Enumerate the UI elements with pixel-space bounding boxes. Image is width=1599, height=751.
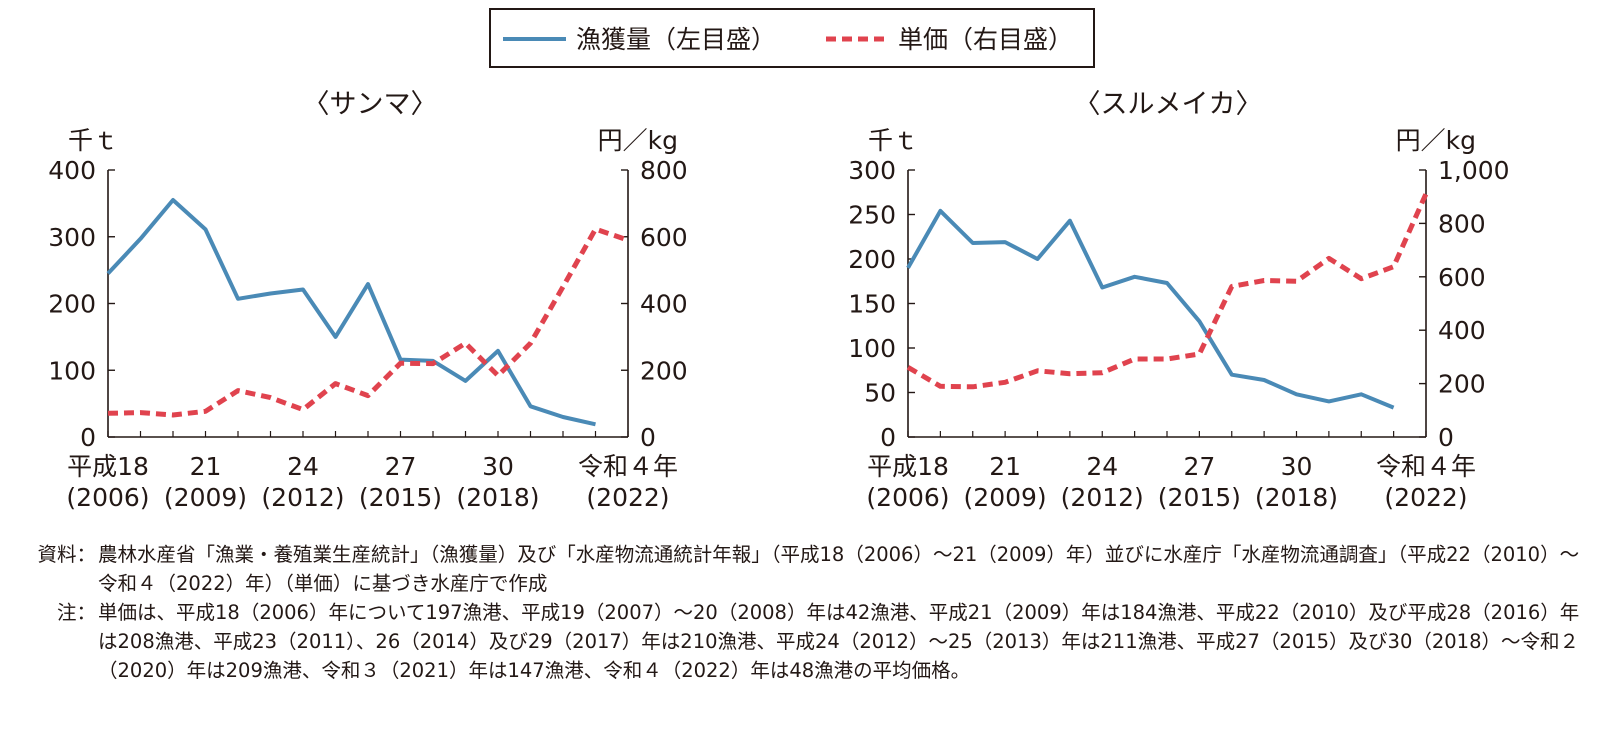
left-tick-label: 400 bbox=[48, 156, 96, 185]
footnote-text: 単価は、平成18（2006）年について197漁港、平成19（2007）～20（2… bbox=[98, 601, 1580, 682]
x-tick-label: 21 bbox=[989, 452, 1021, 481]
x-tick-sublabel: (2009) bbox=[964, 483, 1047, 512]
x-tick-sublabel: (2022) bbox=[1384, 483, 1467, 512]
chart-surumeika: 〈スルメイカ〉千ｔ 円／kg 0 50 100 150 200 250 300 0 200 400 60… bbox=[848, 89, 1509, 512]
right-tick-label: 0 bbox=[640, 423, 656, 452]
left-tick-label: 250 bbox=[848, 201, 896, 230]
x-tick-sublabel: (2015) bbox=[1158, 483, 1241, 512]
left-tick-label: 300 bbox=[848, 156, 896, 185]
legend-price-label: 単価（右目盛） bbox=[898, 25, 1073, 54]
x-tick-label: 27 bbox=[1183, 452, 1215, 481]
x-tick-sublabel: (2012) bbox=[261, 483, 344, 512]
right-tick-label: 800 bbox=[1438, 209, 1486, 238]
left-tick-label: 150 bbox=[848, 290, 896, 319]
right-tick-label: 800 bbox=[640, 156, 688, 185]
x-tick-label: 30 bbox=[1281, 452, 1313, 481]
right-tick-label: 200 bbox=[1438, 370, 1486, 399]
left-axis-unit: 千ｔ bbox=[868, 126, 918, 155]
price-line bbox=[107, 226, 629, 418]
figure-canvas: 漁獲量（左目盛） 単価（右目盛） 〈サンマ〉千ｔ 円／kg010020030040… bbox=[48, 8, 1510, 512]
x-tick-sublabel: (2018) bbox=[1255, 483, 1338, 512]
footnote: 注： 単価は、平成18（2006）年について197漁港、平成19（2007）～2… bbox=[24, 598, 1584, 685]
x-tick-sublabel: (2006) bbox=[866, 483, 949, 512]
left-tick-label: 100 bbox=[48, 356, 96, 385]
left-tick-label: 0 bbox=[880, 423, 896, 452]
left-tick-label: 300 bbox=[48, 223, 96, 252]
x-tick-sublabel: (2015) bbox=[359, 483, 442, 512]
right-axis-unit: 円／kg bbox=[1396, 126, 1476, 155]
right-tick-label: 400 bbox=[1438, 316, 1486, 345]
legend-catch-label: 漁獲量（左目盛） bbox=[576, 25, 776, 54]
left-tick-label: 200 bbox=[48, 290, 96, 319]
x-tick-label: 令和４年 bbox=[578, 452, 678, 481]
x-tick-sublabel: (2006) bbox=[66, 483, 149, 512]
notes: 資料： 農林水産省「漁業・養殖業生産統計」（漁獲量）及び「水産物流通統計年報」（… bbox=[24, 540, 1584, 685]
x-tick-sublabel: (2012) bbox=[1061, 483, 1144, 512]
left-tick-label: 0 bbox=[80, 423, 96, 452]
right-tick-label: 600 bbox=[640, 223, 688, 252]
x-tick-label: 27 bbox=[385, 452, 417, 481]
left-tick-label: 200 bbox=[848, 245, 896, 274]
right-tick-label: 600 bbox=[1438, 263, 1486, 292]
price-line bbox=[906, 192, 1429, 390]
source-label: 資料： bbox=[37, 543, 96, 566]
legend: 漁獲量（左目盛） 単価（右目盛） bbox=[489, 8, 1095, 68]
x-tick-label: 30 bbox=[482, 452, 514, 481]
x-tick-label: 24 bbox=[287, 452, 319, 481]
right-tick-label: 1,000 bbox=[1438, 156, 1510, 185]
x-tick-label: 21 bbox=[190, 452, 222, 481]
chart-sanma: 〈サンマ〉千ｔ 円／kg 0 100 200 300 400 0 200 400 600 800 平成1… bbox=[48, 89, 687, 512]
catch-line bbox=[906, 208, 1395, 410]
right-axis-unit: 円／kg bbox=[598, 126, 678, 155]
x-tick-sublabel: (2009) bbox=[164, 483, 247, 512]
x-tick-sublabel: (2018) bbox=[456, 483, 539, 512]
x-tick-sublabel: (2022) bbox=[586, 483, 669, 512]
x-tick-label: 24 bbox=[1086, 452, 1118, 481]
x-tick-label: 令和４年 bbox=[1376, 452, 1476, 481]
footnote-label: 注： bbox=[56, 601, 96, 624]
left-tick-label: 50 bbox=[864, 379, 896, 408]
source-text: 農林水産省「漁業・養殖業生産統計」（漁獲量）及び「水産物流通統計年報」（平成18… bbox=[98, 543, 1580, 595]
chart-title: 〈サンマ〉 bbox=[303, 89, 438, 120]
legend-box bbox=[489, 8, 1095, 68]
left-axis-unit: 千ｔ bbox=[68, 126, 118, 155]
x-tick-label: 平成18 bbox=[867, 452, 949, 481]
x-tick-label: 平成18 bbox=[67, 452, 149, 481]
right-tick-label: 400 bbox=[640, 290, 688, 319]
left-tick-label: 100 bbox=[848, 334, 896, 363]
right-tick-label: 0 bbox=[1438, 423, 1454, 452]
chart-title: 〈スルメイカ〉 bbox=[1074, 89, 1263, 120]
right-tick-label: 200 bbox=[640, 356, 688, 385]
catch-line bbox=[106, 198, 596, 427]
source-note: 資料： 農林水産省「漁業・養殖業生産統計」（漁獲量）及び「水産物流通統計年報」（… bbox=[24, 540, 1584, 598]
